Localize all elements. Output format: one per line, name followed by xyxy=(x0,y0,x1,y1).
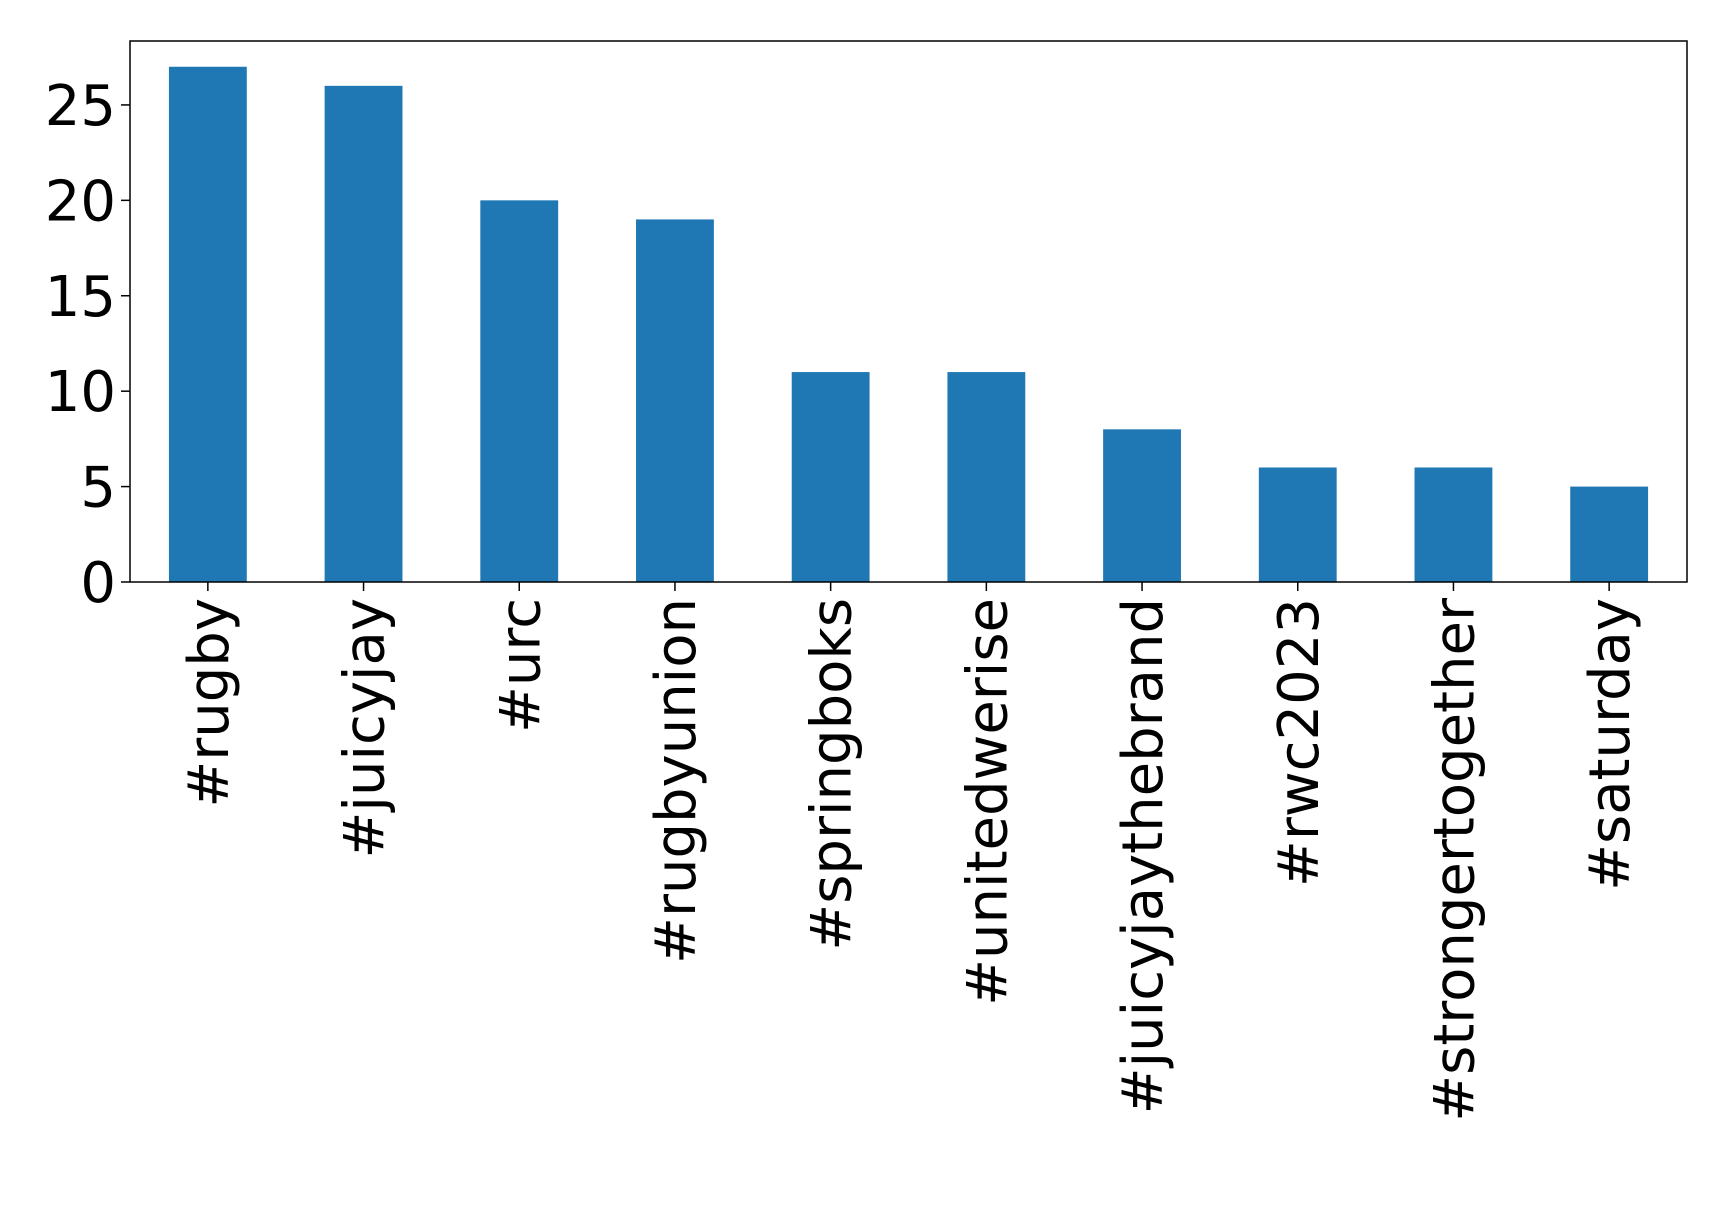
x-tick-label: #juicyjay xyxy=(333,598,398,858)
bar xyxy=(324,85,403,583)
y-tick-label: 0 xyxy=(80,551,116,616)
bar xyxy=(636,219,714,582)
y-tick-label: 5 xyxy=(80,456,116,521)
y-tick-label: 15 xyxy=(45,265,116,330)
bar xyxy=(1103,429,1181,582)
bar xyxy=(480,200,559,582)
x-tick-label: #rugbyunion xyxy=(644,598,709,964)
bar xyxy=(791,372,870,582)
x-tick-label: #rwc2023 xyxy=(1267,598,1332,887)
bar xyxy=(1414,467,1493,582)
bar xyxy=(947,372,1026,582)
x-tick-label: #unitedwerise xyxy=(955,598,1020,1006)
bar xyxy=(1570,486,1649,582)
bar xyxy=(1258,467,1337,582)
bar xyxy=(168,66,247,582)
y-tick-label: 25 xyxy=(45,74,116,139)
x-tick-label: #rugby xyxy=(177,598,242,808)
plot-frame xyxy=(129,40,1688,583)
y-tick-label: 10 xyxy=(45,360,116,425)
x-tick-label: #urc xyxy=(488,598,553,733)
x-tick-label: #springboks xyxy=(800,598,865,951)
x-tick-label: #strongertogether xyxy=(1422,597,1487,1122)
y-tick-label: 20 xyxy=(45,169,116,234)
x-tick-label: #saturday xyxy=(1578,598,1643,891)
x-tick-label: #juicyjaythebrand xyxy=(1111,598,1176,1114)
